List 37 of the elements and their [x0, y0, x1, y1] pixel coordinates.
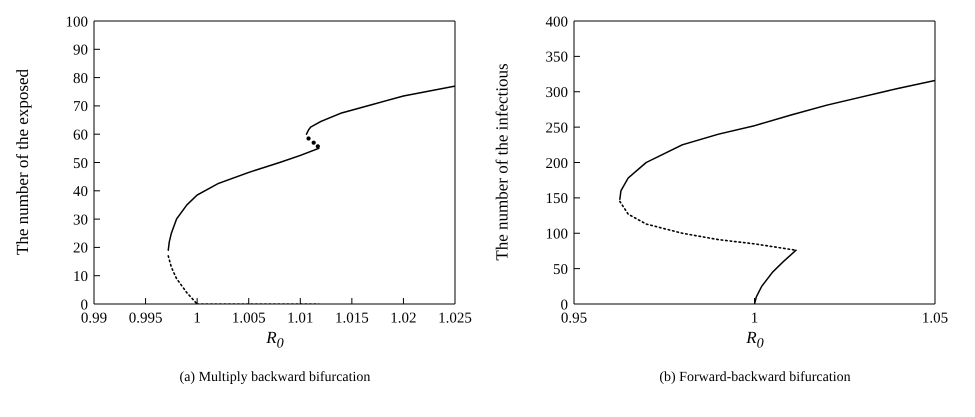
text: (b) Forward-backward bifurcation — [658, 370, 852, 386]
y-axis-title: The number of the infectious — [493, 63, 513, 261]
y-axis-title: The number of the exposed — [13, 69, 33, 255]
y-tick-label: 40 — [73, 184, 88, 200]
y-tick-label: 60 — [73, 128, 88, 144]
y-tick-label: 200 — [546, 156, 568, 172]
x-tick-label: 1 — [750, 310, 758, 327]
text: (a) Multiply backward bifurcation — [178, 370, 372, 386]
y-tick-label: 150 — [546, 191, 568, 208]
y-tick-label: 10 — [73, 269, 88, 286]
x-tick-label: 1 — [193, 310, 201, 327]
x-tick-label: 1.025 — [438, 310, 472, 327]
y-tick-label: 0 — [80, 297, 88, 314]
x-tick-label: 1.02 — [390, 310, 417, 327]
y-tick-label: 0 — [560, 297, 568, 314]
y-tick-label: 80 — [73, 70, 88, 87]
y-tick-label: 90 — [73, 42, 88, 59]
x-axis-title: R$_{0}$ — [265, 328, 285, 352]
y-tick-label: 50 — [73, 156, 88, 172]
x-tick-label: 1.015 — [334, 310, 369, 327]
x-tick-label: 1.01 — [287, 310, 314, 327]
x-tick-label: 0.995 — [128, 310, 162, 327]
x-tick-label: 0.99 — [80, 310, 108, 327]
y-tick-label: 50 — [553, 262, 568, 278]
y-tick-label: 250 — [546, 120, 568, 136]
y-tick-label: 30 — [73, 212, 88, 228]
y-tick-label: 100 — [66, 14, 88, 30]
x-tick-label: 0.95 — [560, 310, 588, 327]
y-tick-label: 70 — [73, 99, 88, 116]
x-tick-label: 1.005 — [232, 310, 266, 327]
x-tick-label: 1.05 — [922, 310, 948, 327]
y-tick-label: 400 — [546, 14, 568, 30]
y-tick-label: 350 — [546, 50, 568, 66]
y-tick-label: 20 — [73, 240, 88, 257]
x-axis-title: R$_{0}$ — [745, 328, 765, 352]
y-tick-label: 300 — [546, 85, 568, 102]
y-tick-label: 100 — [546, 226, 568, 243]
